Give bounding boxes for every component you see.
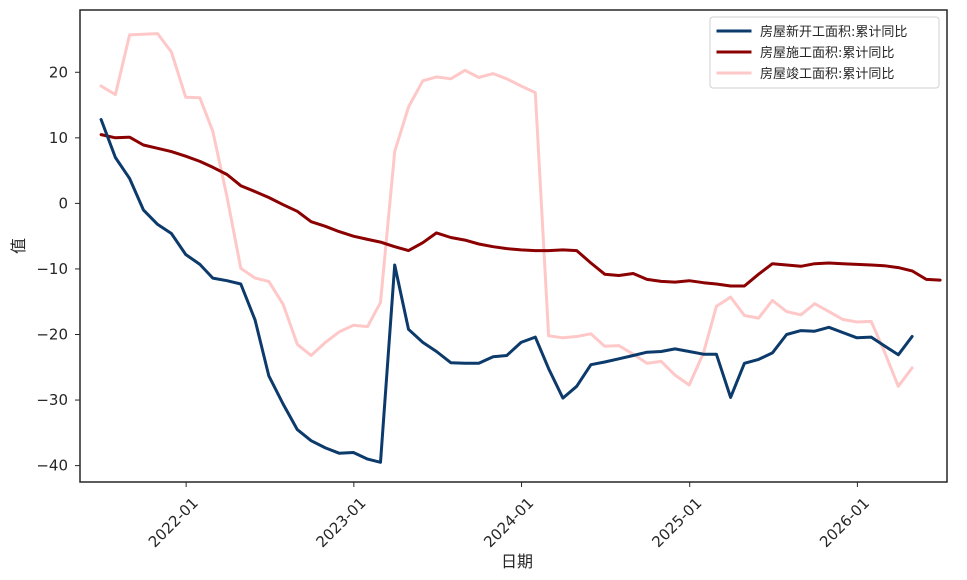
legend-label-completed: 房屋竣工面积:累计同比 [760,66,894,82]
y-tick-label: 20 [49,63,68,81]
x-axis-title: 日期 [501,552,533,571]
legend-label-new-construction: 房屋新开工面积:累计同比 [760,24,907,40]
legend-box [709,16,940,89]
y-tick-label: −40 [36,457,68,475]
y-tick-label: −20 [36,326,68,344]
legend: 房屋新开工面积:累计同比 房屋施工面积:累计同比 房屋竣工面积:累计同比 [709,16,940,89]
y-tick-label: −30 [36,391,68,409]
y-axis-title: 值 [9,238,28,254]
series-line-completed [99,32,914,388]
y-tick-label: 10 [49,129,68,147]
y-tick-label: 0 [58,194,68,212]
y-tick-label: −10 [36,260,68,278]
series-line-under-construction [99,133,942,288]
y-axis-ticks: −40 −30 −20 −10 0 10 20 [36,63,80,475]
legend-label-under-construction: 房屋施工面积:累计同比 [760,45,894,61]
plot-frame [79,9,948,483]
series-layer [99,32,942,464]
series-line-new-construction [99,118,914,464]
